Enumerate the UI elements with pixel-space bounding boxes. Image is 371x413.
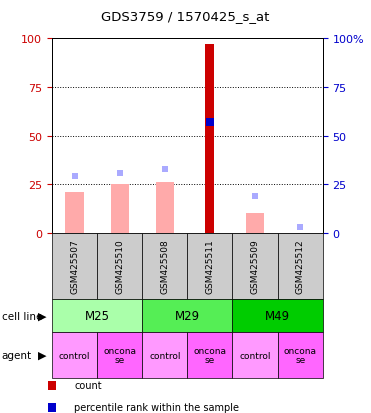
Text: agent: agent bbox=[2, 350, 32, 360]
Bar bbox=[156, 183, 174, 233]
Bar bbox=[233, 233, 278, 299]
Bar bbox=[233, 332, 278, 378]
Text: ▶: ▶ bbox=[39, 350, 47, 360]
Text: GSM425511: GSM425511 bbox=[206, 239, 214, 294]
Text: GSM425507: GSM425507 bbox=[70, 239, 79, 294]
Text: M25: M25 bbox=[85, 309, 109, 323]
Text: cell line: cell line bbox=[2, 311, 42, 321]
Text: control: control bbox=[239, 351, 271, 360]
Bar bbox=[187, 332, 233, 378]
Text: ▶: ▶ bbox=[39, 311, 47, 321]
Text: oncona
se: oncona se bbox=[193, 347, 226, 364]
Text: oncona
se: oncona se bbox=[284, 347, 317, 364]
Bar bbox=[233, 299, 323, 332]
Text: GDS3759 / 1570425_s_at: GDS3759 / 1570425_s_at bbox=[101, 10, 270, 23]
Text: M29: M29 bbox=[175, 309, 200, 323]
Bar bbox=[187, 233, 233, 299]
Text: GSM425508: GSM425508 bbox=[160, 239, 169, 294]
Bar bbox=[246, 214, 264, 233]
Text: count: count bbox=[74, 380, 102, 390]
Text: GSM425512: GSM425512 bbox=[296, 239, 305, 294]
Bar bbox=[111, 185, 129, 233]
Bar bbox=[52, 299, 142, 332]
Text: GSM425510: GSM425510 bbox=[115, 239, 124, 294]
Bar bbox=[142, 332, 187, 378]
Bar bbox=[52, 332, 97, 378]
Text: control: control bbox=[149, 351, 181, 360]
Text: control: control bbox=[59, 351, 90, 360]
Text: oncona
se: oncona se bbox=[103, 347, 136, 364]
Bar bbox=[52, 233, 97, 299]
Bar bbox=[97, 233, 142, 299]
Bar bbox=[206, 45, 214, 233]
Bar bbox=[278, 332, 323, 378]
Text: GSM425509: GSM425509 bbox=[250, 239, 260, 294]
Bar bbox=[66, 192, 83, 233]
Text: M49: M49 bbox=[265, 309, 290, 323]
Bar bbox=[97, 332, 142, 378]
Bar bbox=[142, 233, 187, 299]
Bar bbox=[278, 233, 323, 299]
Bar bbox=[142, 299, 233, 332]
Text: percentile rank within the sample: percentile rank within the sample bbox=[74, 402, 239, 412]
